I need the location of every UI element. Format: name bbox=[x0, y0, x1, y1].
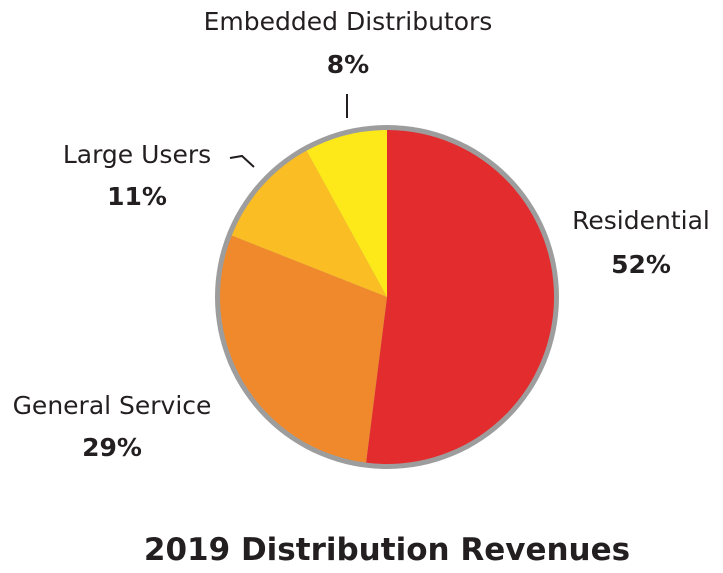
pie-slice-general-service bbox=[220, 235, 387, 463]
value-residential: 52% bbox=[611, 250, 671, 279]
label-general-service: General Service bbox=[13, 391, 212, 420]
label-large-users: Large Users bbox=[63, 140, 211, 169]
pie-slice-large-users bbox=[231, 150, 387, 297]
value-general-service: 29% bbox=[82, 433, 142, 462]
pie-slice-residential bbox=[366, 130, 555, 464]
label-embedded-distributors: Embedded Distributors bbox=[204, 7, 493, 36]
value-embedded-distributors: 8% bbox=[327, 50, 369, 79]
leader-line-large-users bbox=[229, 154, 255, 168]
label-residential: Residential bbox=[572, 206, 710, 235]
pie-slices bbox=[220, 130, 555, 464]
chart-title: 2019 Distribution Revenues bbox=[144, 532, 630, 568]
pie-slice-embedded-distributors bbox=[306, 130, 387, 297]
value-large-users: 11% bbox=[107, 182, 167, 211]
